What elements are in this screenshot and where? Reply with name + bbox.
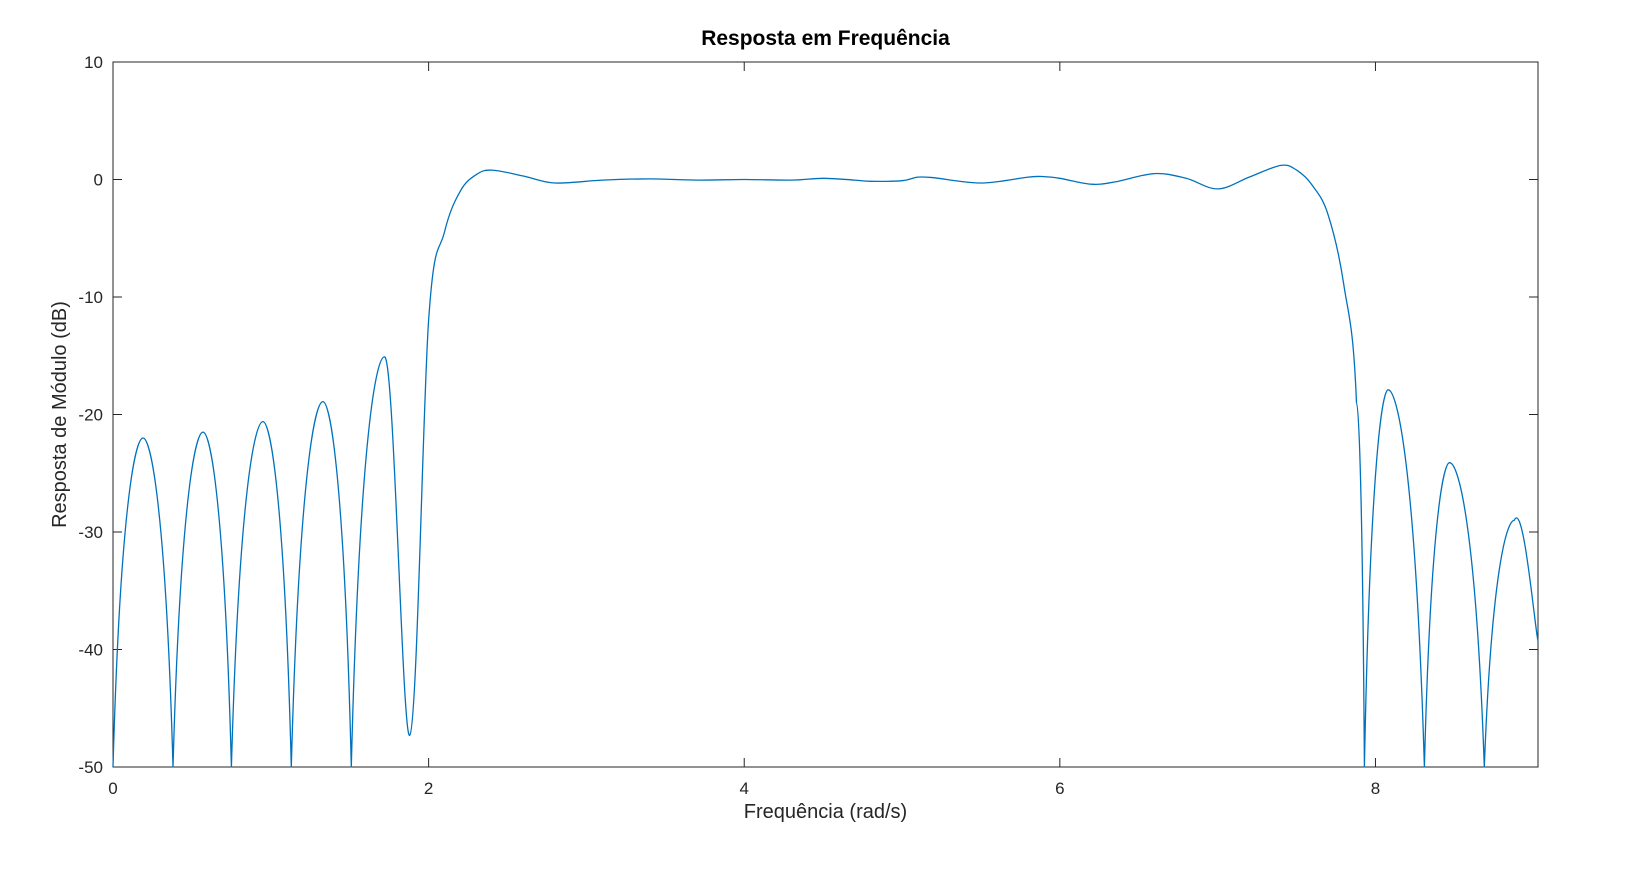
x-axis-label: Frequência (rad/s) [744,801,907,823]
y-tick-label: -50 [78,758,103,777]
y-tick-label: -30 [78,523,103,542]
axis-ticks [112,61,1538,768]
y-axis-label: Resposta de Módulo (dB) [49,301,71,528]
x-tick-label: 2 [424,779,433,798]
x-tick-label: 0 [108,779,117,798]
x-tick-labels: 0 2 4 6 8 [108,779,1380,798]
chart-title: Resposta em Frequência [701,27,950,50]
plot-area [112,61,1539,768]
y-tick-labels: 10 0 -10 -20 -30 -40 -50 [78,53,103,777]
y-tick-label: 10 [84,53,103,72]
series-line [112,164,1539,768]
x-tick-label: 4 [739,779,748,798]
y-tick-label: -20 [78,406,103,425]
y-tick-label: -10 [78,288,103,307]
y-tick-label: -40 [78,641,103,660]
y-tick-label: 0 [94,171,103,190]
x-tick-label: 6 [1055,779,1064,798]
x-tick-label: 8 [1371,779,1380,798]
